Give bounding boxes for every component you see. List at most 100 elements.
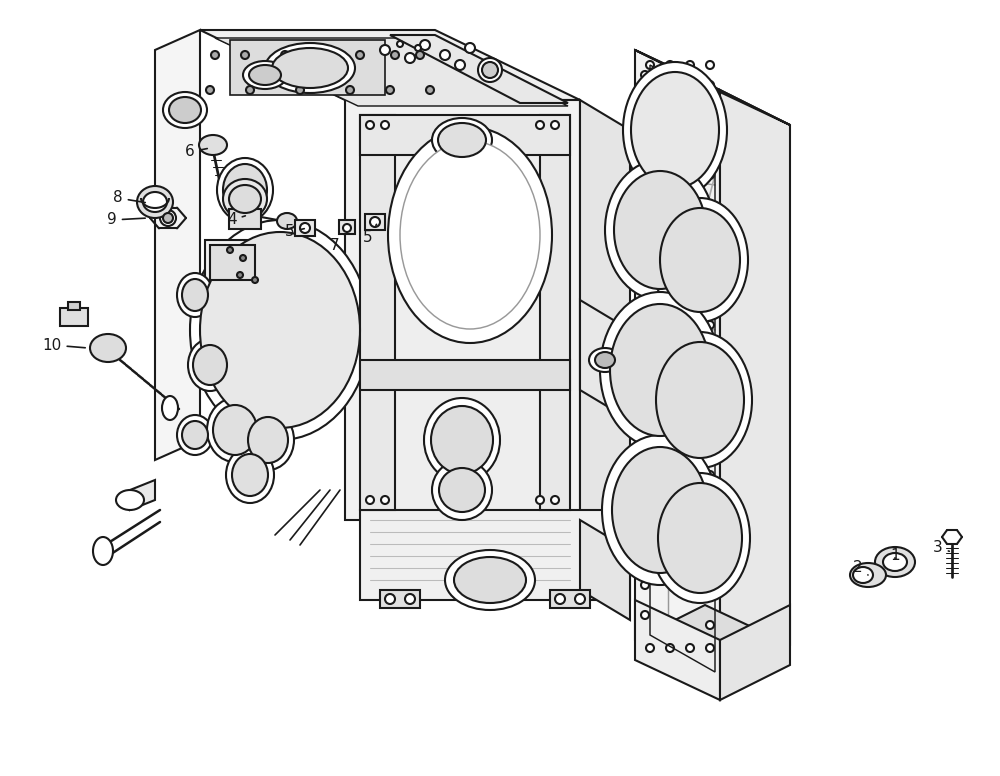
Ellipse shape [163,92,207,128]
Polygon shape [360,360,570,390]
Circle shape [381,121,389,129]
Ellipse shape [656,342,744,458]
Circle shape [366,496,374,504]
Circle shape [706,644,714,652]
Polygon shape [635,600,720,700]
Circle shape [555,594,565,604]
Polygon shape [580,300,630,420]
Circle shape [356,51,364,59]
Ellipse shape [229,185,261,213]
Ellipse shape [248,417,288,463]
Circle shape [641,491,649,499]
Polygon shape [130,480,155,510]
Polygon shape [360,115,395,510]
Circle shape [706,501,714,509]
Ellipse shape [623,62,727,198]
Bar [295,220,315,236]
Circle shape [641,431,649,439]
Circle shape [482,62,498,78]
Polygon shape [345,100,580,520]
Circle shape [641,161,649,169]
Ellipse shape [883,553,907,571]
Ellipse shape [242,410,294,470]
Ellipse shape [93,537,113,565]
Circle shape [706,61,714,69]
Ellipse shape [439,468,485,512]
Circle shape [385,594,395,604]
Polygon shape [635,50,790,125]
Ellipse shape [243,61,287,89]
Ellipse shape [875,547,915,577]
Bar [230,40,385,95]
Circle shape [706,261,714,269]
Ellipse shape [200,232,360,428]
Circle shape [641,251,649,259]
Circle shape [706,411,714,419]
Ellipse shape [648,332,752,468]
Circle shape [706,561,714,569]
Circle shape [252,277,258,283]
Circle shape [666,61,674,69]
Circle shape [227,247,233,253]
Ellipse shape [454,557,526,603]
Circle shape [641,281,649,289]
Ellipse shape [232,454,268,496]
Circle shape [706,471,714,479]
Polygon shape [580,520,630,620]
Circle shape [163,213,173,223]
Ellipse shape [610,304,710,436]
Text: 10: 10 [42,338,85,352]
Ellipse shape [199,135,227,155]
Circle shape [241,51,249,59]
Bar [60,308,88,326]
Text: 5: 5 [285,224,304,240]
Ellipse shape [432,118,492,162]
Circle shape [706,441,714,449]
Circle shape [641,371,649,379]
Polygon shape [635,50,720,680]
Circle shape [706,291,714,299]
Bar [339,220,355,234]
Circle shape [536,496,544,504]
Circle shape [641,461,649,469]
Circle shape [160,210,176,226]
Text: 4: 4 [227,213,245,227]
Text: 7: 7 [330,234,345,252]
Ellipse shape [431,406,493,474]
Ellipse shape [90,334,126,362]
Polygon shape [200,30,580,100]
Circle shape [706,621,714,629]
Circle shape [316,51,324,59]
Ellipse shape [631,72,719,188]
Ellipse shape [650,473,750,603]
Ellipse shape [850,563,886,587]
Circle shape [641,521,649,529]
Ellipse shape [658,483,742,593]
Ellipse shape [853,567,873,583]
Circle shape [706,351,714,359]
Ellipse shape [652,198,748,322]
Circle shape [706,141,714,149]
Ellipse shape [188,339,232,391]
Circle shape [641,341,649,349]
Circle shape [211,51,219,59]
Ellipse shape [182,279,208,311]
Polygon shape [720,90,790,680]
Circle shape [300,223,310,233]
Ellipse shape [600,292,720,448]
Circle shape [426,86,434,94]
Circle shape [416,51,424,59]
Circle shape [536,121,544,129]
Circle shape [366,121,374,129]
Circle shape [380,45,390,55]
Text: 9: 9 [107,213,145,227]
Text: 3: 3 [933,541,949,556]
Circle shape [551,121,559,129]
Circle shape [641,71,649,79]
Polygon shape [580,100,630,550]
Circle shape [706,81,714,89]
Ellipse shape [249,65,281,85]
Circle shape [706,111,714,119]
Ellipse shape [213,405,257,455]
Circle shape [281,51,289,59]
